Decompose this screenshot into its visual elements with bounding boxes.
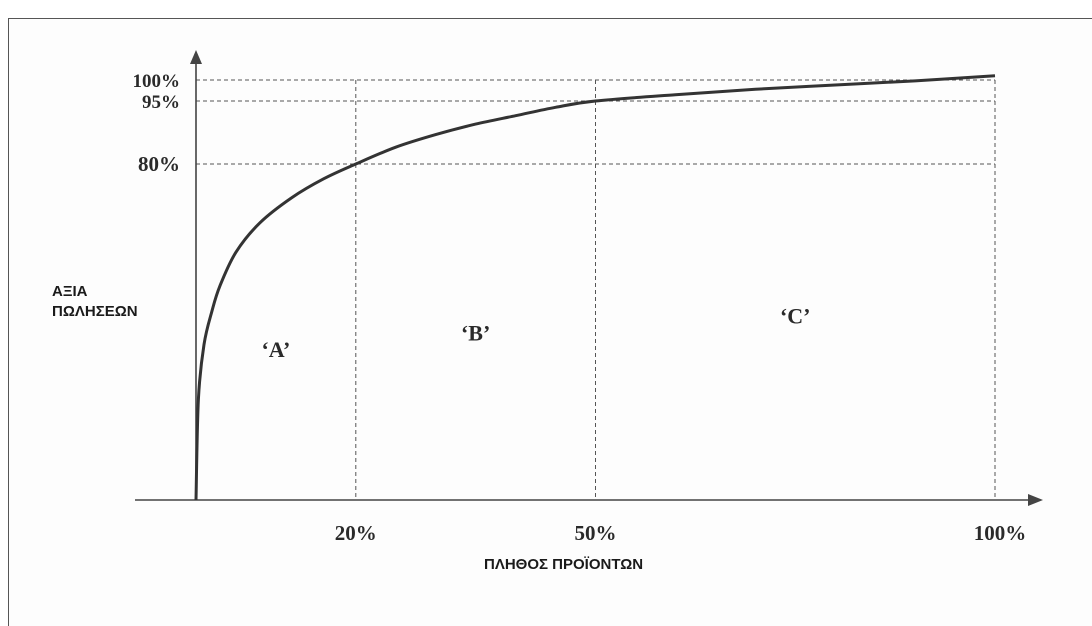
region-label-1: ‘B’ <box>461 320 490 345</box>
x-tick-label-2: 100% <box>974 521 1027 545</box>
tick-labels: 80%95%100%20% 50% 100% <box>133 71 1027 545</box>
y-tick-label-0: 80% <box>138 152 180 176</box>
y-axis-arrow <box>190 50 202 64</box>
x-axis-arrow <box>1028 494 1043 506</box>
y-tick-label-1: 95% <box>142 92 180 113</box>
x-axis-label: ΠΛΗΘΟΣ ΠΡΟΪΟΝΤΩΝ <box>484 556 643 573</box>
x-tick-label-0: 20% <box>335 521 377 545</box>
y-axis-label-line-2: ΠΩΛΗΣΕΩΝ <box>52 303 138 320</box>
chart-frame <box>8 18 1092 626</box>
region-labels: ‘A’ ‘B’ ‘C’ <box>261 304 810 363</box>
cumulative-sales-curve <box>194 74 996 501</box>
y-tick-label-2: 100% <box>133 71 181 92</box>
y-axis-label-line-1: ΑΞΙΑ <box>52 283 88 300</box>
region-label-2: ‘C’ <box>780 304 811 329</box>
x-tick-label-1: 50% <box>575 521 617 545</box>
axes <box>135 50 1043 506</box>
region-label-0: ‘A’ <box>261 337 290 362</box>
grid-lines <box>196 79 996 500</box>
